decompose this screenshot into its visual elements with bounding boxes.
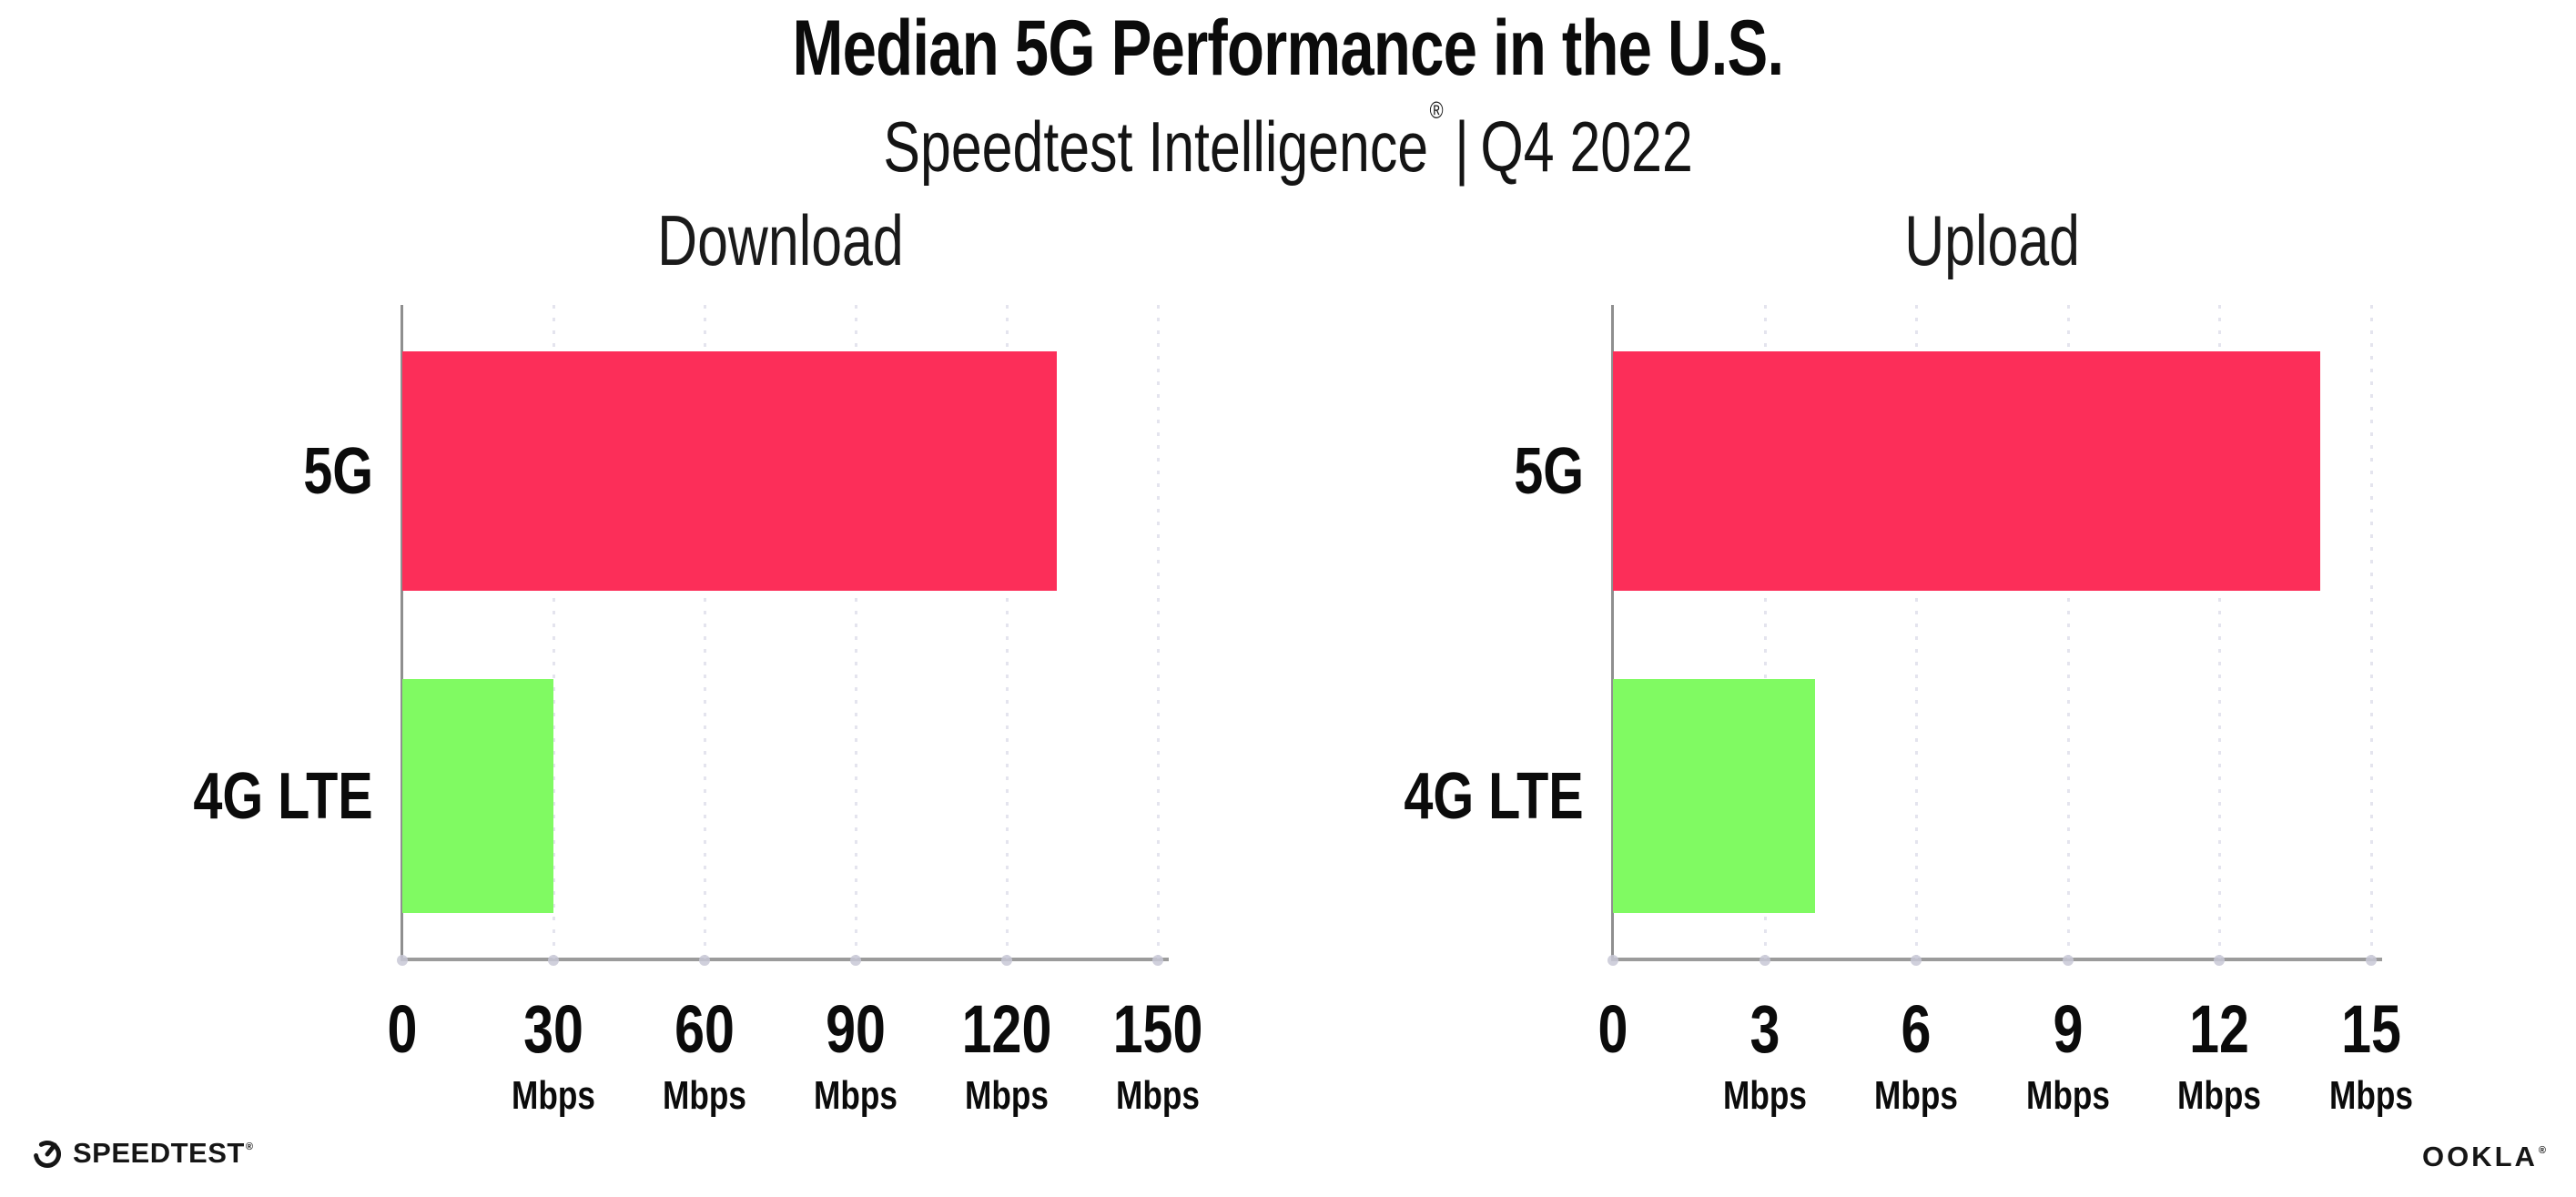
speedtest-gauge-icon (31, 1137, 64, 1170)
tick-unit: Mbps (1116, 1073, 1200, 1118)
download-tick-label-30: 30 Mbps (512, 996, 595, 1116)
tick-unit: Mbps (663, 1073, 746, 1118)
tick-value: 15 (2341, 991, 2401, 1067)
tick-unit: Mbps (512, 1073, 595, 1118)
download-tick-label-0: 0 (388, 996, 418, 1063)
upload-gridline-9 (2066, 305, 2070, 959)
tick-value: 120 (961, 991, 1052, 1067)
tick-unit: Mbps (2329, 1073, 2413, 1118)
tick-value: 9 (2053, 991, 2084, 1067)
upload-category-label-4g-lte: 4G LTE (1404, 759, 1584, 833)
download-chart-title: Download (656, 200, 904, 280)
download-gridline-150 (1157, 305, 1160, 959)
download-category-label-4g-lte: 4G LTE (193, 759, 373, 833)
subtitle-period: Q4 2022 (1480, 107, 1693, 187)
download-tick-dot-90 (850, 955, 861, 966)
upload-category-label-5g: 5G (1514, 434, 1584, 508)
ookla-registered-mark: ® (2538, 1145, 2549, 1156)
download-tick-dot-0 (397, 955, 408, 966)
ookla-logo: OOKLA® (2422, 1141, 2549, 1173)
tick-unit: Mbps (1722, 1073, 1807, 1118)
ookla-wordmark: OOKLA (2421, 1141, 2538, 1172)
upload-chart-title: Upload (1904, 200, 2080, 280)
tick-value: 150 (1112, 991, 1203, 1067)
download-tick-dot-60 (699, 955, 710, 966)
download-category-label-5g: 5G (303, 434, 373, 508)
upload-gridline-12 (2218, 305, 2222, 959)
download-tick-label-60: 60 Mbps (663, 996, 746, 1116)
download-bar-5g (402, 351, 1058, 591)
speedtest-wordmark: SPEEDTEST® (73, 1137, 254, 1169)
registered-mark: ® (1429, 96, 1444, 124)
tick-value: 12 (2189, 991, 2250, 1067)
tick-unit: Mbps (965, 1073, 1049, 1118)
upload-tick-label-0: 0 (1598, 996, 1628, 1063)
download-gridline-60 (704, 305, 706, 959)
upload-bar-5g (1613, 351, 2321, 591)
tick-unit: Mbps (2025, 1073, 2110, 1118)
subtitle-brand: Speedtest Intelligence (883, 107, 1428, 187)
download-gridline-90 (855, 305, 857, 959)
upload-y-axis-line (1611, 305, 1614, 959)
tick-unit: Mbps (2177, 1073, 2262, 1118)
upload-tick-dot-9 (2062, 955, 2074, 966)
upload-tick-label-3: 3 Mbps (1723, 996, 1807, 1116)
tick-unit: Mbps (1874, 1073, 1959, 1118)
upload-bar-4g-lte (1613, 679, 1816, 913)
tick-value: 6 (1901, 991, 1932, 1067)
upload-gridline-6 (1915, 305, 1919, 959)
download-tick-dot-30 (548, 955, 559, 966)
download-tick-dot-150 (1152, 955, 1163, 966)
upload-tick-dot-6 (1911, 955, 1922, 966)
download-x-axis-line (401, 958, 1169, 961)
tick-value: 90 (826, 991, 886, 1067)
tick-value: 30 (523, 991, 583, 1067)
upload-chart: Upload 0 3 Mbps 6 Mbps 9 Mbps 12 Mbps 15 Mbps 5G 4G … (1405, 205, 2413, 1116)
tick-value: 3 (1749, 991, 1780, 1067)
upload-tick-label-9: 9 Mbps (2026, 996, 2110, 1116)
download-tick-label-150: 150 Mbps (1113, 996, 1203, 1116)
tick-value: 0 (1597, 991, 1628, 1067)
upload-tick-label-12: 12 Mbps (2177, 996, 2261, 1116)
upload-tick-label-15: 15 Mbps (2329, 996, 2413, 1116)
upload-x-axis-line (1611, 958, 2382, 961)
page-title: Median 5G Performance in the U.S. (0, 5, 2576, 92)
speedtest-logo: SPEEDTEST® (31, 1137, 253, 1170)
download-y-axis-line (401, 305, 403, 959)
upload-tick-dot-12 (2214, 955, 2226, 966)
download-tick-dot-120 (1001, 955, 1012, 966)
download-gridline-120 (1006, 305, 1009, 959)
tick-unit: Mbps (814, 1073, 898, 1118)
subtitle-separator: | (1454, 107, 1469, 187)
tick-value: 0 (387, 991, 418, 1067)
page-subtitle: Speedtest Intelligence® | Q4 2022 (0, 96, 2576, 187)
upload-tick-dot-15 (2366, 955, 2377, 966)
upload-gridline-3 (1763, 305, 1767, 959)
speedtest-registered-mark: ® (245, 1141, 254, 1152)
tick-value: 60 (674, 991, 735, 1067)
download-gridline-30 (553, 305, 555, 959)
page-title-text: Median 5G Performance in the U.S. (792, 5, 1785, 92)
upload-tick-label-6: 6 Mbps (1874, 996, 1958, 1116)
download-tick-label-120: 120 Mbps (962, 996, 1052, 1116)
download-chart: Download 0 30 Mbps 60 Mbps 90 Mbps 120 Mbps 150 Mb… (194, 205, 1203, 1116)
download-bar-4g-lte (402, 679, 553, 913)
upload-tick-dot-3 (1759, 955, 1770, 966)
download-tick-label-90: 90 Mbps (814, 996, 898, 1116)
upload-gridline-15 (2370, 305, 2373, 959)
upload-tick-dot-0 (1607, 955, 1618, 966)
